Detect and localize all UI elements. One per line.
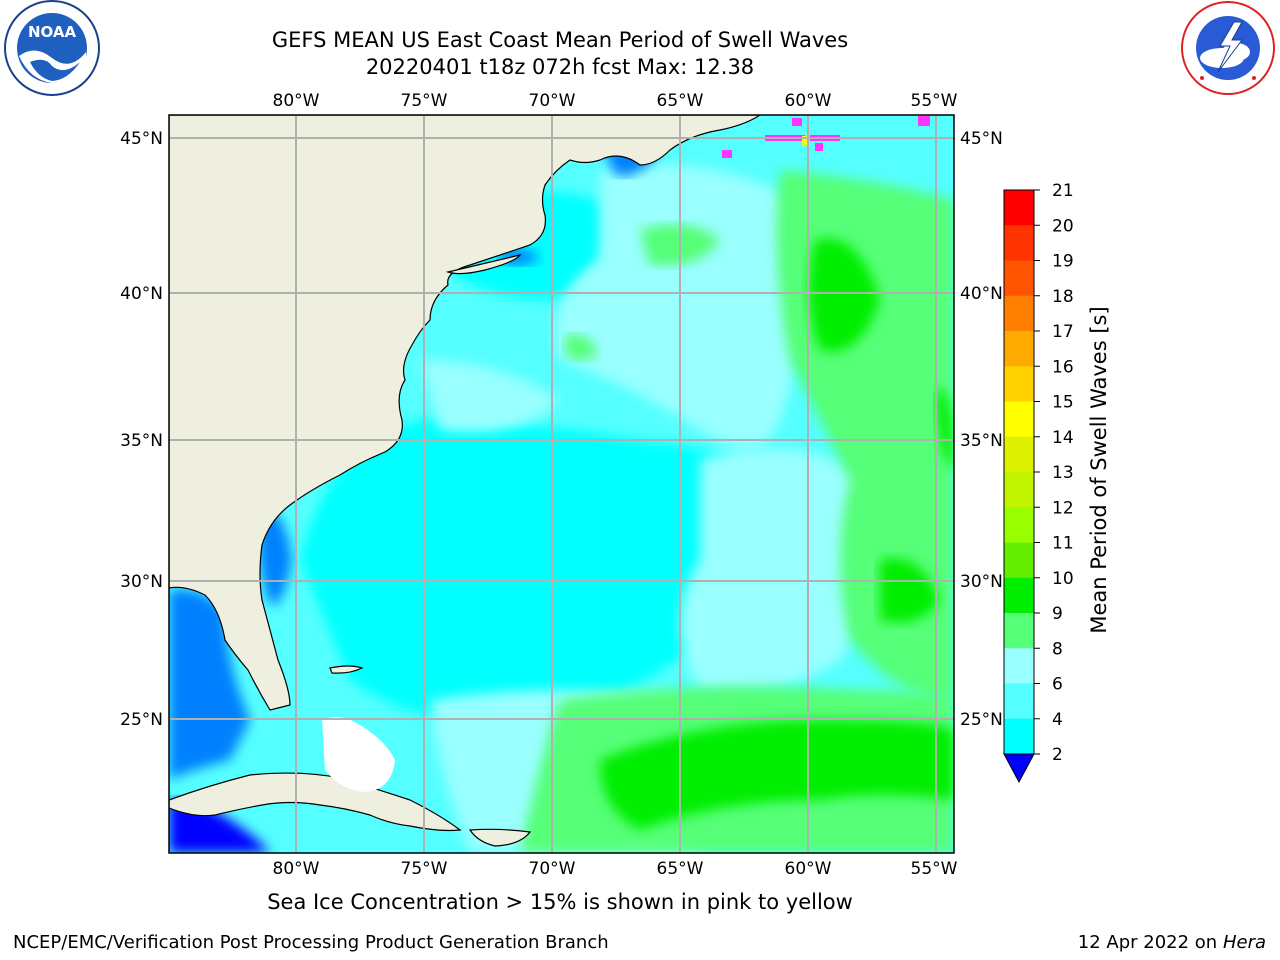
colorbar-segment bbox=[1004, 472, 1034, 508]
colorbar-label: Mean Period of Swell Waves [s] bbox=[1087, 306, 1111, 633]
lat-label: 30°N bbox=[960, 572, 1003, 592]
lon-label: 55°W bbox=[911, 859, 958, 879]
map-subtitle: 20220401 t18z 072h fcst Max: 12.38 bbox=[365, 55, 755, 79]
colorbar-tick-label: 17 bbox=[1052, 322, 1074, 342]
map-title: GEFS MEAN US East Coast Mean Period of S… bbox=[271, 28, 849, 52]
credit-branch: NCEP/EMC/Verification Post Processing Pr… bbox=[13, 932, 609, 953]
colorbar-segment bbox=[1004, 225, 1034, 261]
graticule bbox=[169, 115, 954, 853]
colorbar: 21 20 19 18 17 16 15 14 13 12 11 10 9 8 6 4 2 bbox=[1003, 181, 1074, 784]
colorbar-tick-label: 21 bbox=[1052, 181, 1074, 201]
colorbar-segment bbox=[1004, 613, 1034, 649]
lat-label: 45°N bbox=[120, 129, 163, 149]
map-plot-area bbox=[169, 115, 954, 853]
lon-label: 65°W bbox=[657, 91, 704, 111]
lon-label: 70°W bbox=[529, 91, 576, 111]
lat-label: 35°N bbox=[120, 431, 163, 451]
land-masses bbox=[169, 115, 762, 847]
lon-label: 80°W bbox=[273, 859, 320, 879]
colorbar-tick-label: 16 bbox=[1052, 357, 1074, 377]
north-america-land bbox=[169, 115, 762, 711]
colorbar-tick-label: 10 bbox=[1052, 569, 1074, 589]
bahamas-bank bbox=[322, 716, 395, 792]
longitude-labels-top: 80°W 75°W 70°W 65°W 60°W 55°W bbox=[273, 91, 958, 111]
long-island bbox=[445, 254, 522, 275]
colorbar-segment bbox=[1004, 436, 1034, 473]
lat-label: 45°N bbox=[960, 129, 1003, 149]
colorbar-segment bbox=[1004, 260, 1034, 297]
colorbar-tick-label: 2 bbox=[1052, 745, 1063, 765]
colorbar-tick-label: 15 bbox=[1052, 393, 1074, 413]
credit-date: 12 Apr 2022 on Hera bbox=[1078, 932, 1266, 953]
nws-logo-icon bbox=[1181, 1, 1275, 95]
colorbar-tick-label: 13 bbox=[1052, 463, 1074, 483]
lat-label: 40°N bbox=[960, 284, 1003, 304]
hispaniola bbox=[468, 828, 532, 847]
map-frame bbox=[168, 114, 955, 854]
credit-host: Hera bbox=[1222, 932, 1266, 953]
colorbar-tick-label: 6 bbox=[1052, 675, 1063, 695]
colorbar-segment bbox=[1004, 295, 1034, 332]
lat-label: 25°N bbox=[120, 710, 163, 730]
colorbar-tick-label: 19 bbox=[1052, 252, 1074, 272]
lon-label: 75°W bbox=[401, 859, 448, 879]
colorbar-segment bbox=[1004, 401, 1034, 438]
cuba bbox=[169, 772, 462, 832]
colorbar-segment bbox=[1004, 331, 1034, 367]
colorbar-tick-label: 12 bbox=[1052, 498, 1074, 518]
noaa-logo-icon: NOAA bbox=[4, 0, 100, 96]
noaa-logo-text: NOAA bbox=[28, 23, 77, 41]
colorbar-tick-label: 9 bbox=[1052, 604, 1063, 624]
latitude-labels-right: 45°N 40°N 35°N 30°N 25°N bbox=[960, 129, 1003, 730]
colorbar-segment bbox=[1004, 718, 1034, 755]
colorbar-segment bbox=[1004, 577, 1034, 614]
colorbar-tick-label: 11 bbox=[1052, 534, 1074, 554]
longitude-labels-bottom: 80°W 75°W 70°W 65°W 60°W 55°W bbox=[273, 859, 958, 879]
lon-label: 80°W bbox=[273, 91, 320, 111]
colorbar-tick-label: 18 bbox=[1052, 287, 1074, 307]
latitude-labels-left: 45°N 40°N 35°N 30°N 25°N bbox=[120, 129, 163, 730]
swell-period-field bbox=[169, 138, 954, 853]
lon-label: 60°W bbox=[785, 91, 832, 111]
sea-ice-footnote: Sea Ice Concentration > 15% is shown in … bbox=[267, 890, 853, 914]
lat-label: 25°N bbox=[960, 710, 1003, 730]
lon-label: 65°W bbox=[657, 859, 704, 879]
colorbar-tick-label: 4 bbox=[1052, 710, 1063, 730]
lon-label: 70°W bbox=[529, 859, 576, 879]
lat-label: 35°N bbox=[960, 431, 1003, 451]
credit-date-text: 12 Apr 2022 on bbox=[1077, 932, 1223, 953]
lon-label: 75°W bbox=[401, 91, 448, 111]
colorbar-tick-label: 8 bbox=[1052, 639, 1063, 659]
lon-label: 60°W bbox=[785, 859, 832, 879]
colorbar-segment bbox=[1004, 683, 1034, 720]
colorbar-segment bbox=[1004, 648, 1034, 684]
colorbar-tick-label: 20 bbox=[1052, 216, 1074, 236]
colorbar-segment bbox=[1004, 190, 1034, 226]
colorbar-extend-arrow bbox=[1003, 753, 1035, 784]
colorbar-segment bbox=[1004, 507, 1034, 543]
colorbar-segment bbox=[1004, 366, 1034, 402]
colorbar-segment bbox=[1004, 542, 1034, 579]
colorbar-tick-label: 14 bbox=[1052, 428, 1074, 448]
lat-label: 30°N bbox=[120, 572, 163, 592]
lat-label: 40°N bbox=[120, 284, 163, 304]
grand-bahama bbox=[329, 665, 364, 674]
lon-label: 55°W bbox=[911, 91, 958, 111]
